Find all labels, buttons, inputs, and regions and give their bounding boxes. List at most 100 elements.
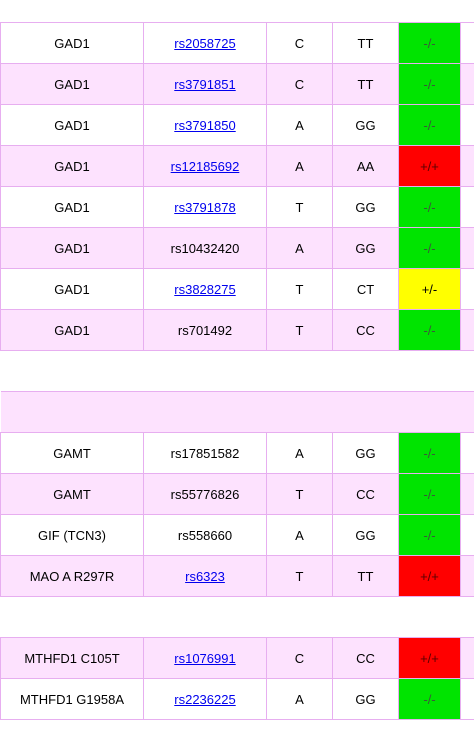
gene-cell: GAD1 (0, 227, 144, 269)
gene-cell: GAD1 (0, 63, 144, 105)
rsid-cell: rs3791850 (143, 104, 267, 146)
allele-cell: C (266, 63, 333, 105)
table-row: GAD1 rs3791850 A GG -/- (0, 104, 474, 146)
rsid-link[interactable]: rs1076991 (174, 650, 236, 666)
table-row: GAD1 rs2058725 C TT -/- (0, 22, 474, 64)
gene-cell: GAD1 (0, 104, 144, 146)
rsid-link[interactable]: rs3791878 (174, 199, 236, 215)
row-edge-cell (460, 186, 474, 228)
genotype-cell: GG (332, 432, 399, 474)
genotype-cell: TT (332, 555, 399, 597)
section-spacer (0, 350, 474, 392)
row-edge-cell (460, 432, 474, 474)
rsid-cell: rs10432420 (143, 227, 267, 269)
rsid-link[interactable]: rs3791850 (174, 117, 236, 133)
row-edge-cell (460, 227, 474, 269)
table-row: GAD1 rs3828275 T CT +/- (0, 268, 474, 310)
row-edge-cell (460, 268, 474, 310)
row-edge-cell (460, 309, 474, 351)
rsid-cell: rs6323 (143, 555, 267, 597)
table-row: GAD1 rs3791878 T GG -/- (0, 186, 474, 228)
table-row: GAD1 rs10432420 A GG -/- (0, 227, 474, 269)
row-edge-cell (460, 473, 474, 515)
result-badge: -/- (398, 309, 461, 351)
gene-cell: GAD1 (0, 268, 144, 310)
rsid-cell: rs3791878 (143, 186, 267, 228)
allele-cell: A (266, 514, 333, 556)
result-badge: -/- (398, 63, 461, 105)
result-badge: +/+ (398, 637, 461, 679)
gene-cell: GAD1 (0, 186, 144, 228)
table-row: MTHFD1 G1958A rs2236225 A GG -/- (0, 678, 474, 720)
table-row: GAD1 rs701492 T CC -/- (0, 309, 474, 351)
rsid-cell: rs17851582 (143, 432, 267, 474)
result-badge: -/- (398, 227, 461, 269)
rsid-link[interactable]: rs6323 (185, 568, 225, 584)
table-row: GAMT rs55776826 T CC -/- (0, 473, 474, 515)
allele-cell: A (266, 227, 333, 269)
rsid-cell: rs701492 (143, 309, 267, 351)
rsid-cell: rs55776826 (143, 473, 267, 515)
rsid-link[interactable]: rs12185692 (170, 158, 240, 174)
allele-cell: C (266, 637, 333, 679)
table-row: GAMT rs17851582 A GG -/- (0, 432, 474, 474)
genotype-cell: TT (332, 22, 399, 64)
allele-cell: T (266, 268, 333, 310)
row-edge-cell (460, 63, 474, 105)
gene-cell: GAD1 (0, 145, 144, 187)
result-badge: +/+ (398, 555, 461, 597)
table-row: GIF (TCN3) rs558660 A GG -/- (0, 514, 474, 556)
genotype-cell: AA (332, 145, 399, 187)
rsid-cell: rs3791851 (143, 63, 267, 105)
genotype-cell: CC (332, 637, 399, 679)
row-edge-cell (460, 555, 474, 597)
gene-cell: GIF (TCN3) (0, 514, 144, 556)
rsid-cell: rs558660 (143, 514, 267, 556)
table-row: GAD1 rs3791851 C TT -/- (0, 63, 474, 105)
allele-cell: T (266, 309, 333, 351)
genotype-cell: TT (332, 63, 399, 105)
row-edge-cell (460, 678, 474, 720)
top-rule (0, 0, 474, 23)
gene-cell: MTHFD1 C105T (0, 637, 144, 679)
rsid-link[interactable]: rs2236225 (174, 691, 236, 707)
allele-cell: T (266, 473, 333, 515)
rsid-link[interactable]: rs3791851 (174, 76, 236, 92)
gene-cell: GAMT (0, 432, 144, 474)
result-badge: -/- (398, 678, 461, 720)
genotype-cell: CC (332, 309, 399, 351)
allele-cell: C (266, 22, 333, 64)
result-badge: -/- (398, 514, 461, 556)
table-row: MTHFD1 C105T rs1076991 C CC +/+ (0, 637, 474, 679)
gene-cell: GAMT (0, 473, 144, 515)
rsid-link[interactable]: rs2058725 (174, 35, 236, 51)
allele-cell: A (266, 678, 333, 720)
result-badge: -/- (398, 473, 461, 515)
section-spacer (0, 596, 474, 638)
gene-cell: GAD1 (0, 309, 144, 351)
result-badge: -/- (398, 186, 461, 228)
rsid-link[interactable]: rs3828275 (174, 281, 236, 297)
spacer-cell (0, 350, 474, 392)
result-badge: -/- (398, 22, 461, 64)
result-badge: -/- (398, 432, 461, 474)
table-row: GAD1 rs12185692 A AA +/+ (0, 145, 474, 187)
snp-results-table: GAD1 rs2058725 C TT -/- GAD1 rs3791851 C TT -/- GA… (0, 22, 474, 720)
spacer-cell (0, 596, 474, 638)
genotype-cell: GG (332, 678, 399, 720)
genotype-cell: GG (332, 186, 399, 228)
row-edge-cell (460, 104, 474, 146)
genotype-cell: GG (332, 514, 399, 556)
gene-cell: MTHFD1 G1958A (0, 678, 144, 720)
result-badge: +/+ (398, 145, 461, 187)
gene-cell: MAO A R297R (0, 555, 144, 597)
allele-cell: A (266, 432, 333, 474)
row-edge-cell (460, 637, 474, 679)
result-badge: -/- (398, 104, 461, 146)
row-edge-cell (460, 145, 474, 187)
allele-cell: A (266, 145, 333, 187)
allele-cell: A (266, 104, 333, 146)
rsid-cell: rs3828275 (143, 268, 267, 310)
row-edge-cell (460, 514, 474, 556)
section-spacer (0, 391, 474, 433)
